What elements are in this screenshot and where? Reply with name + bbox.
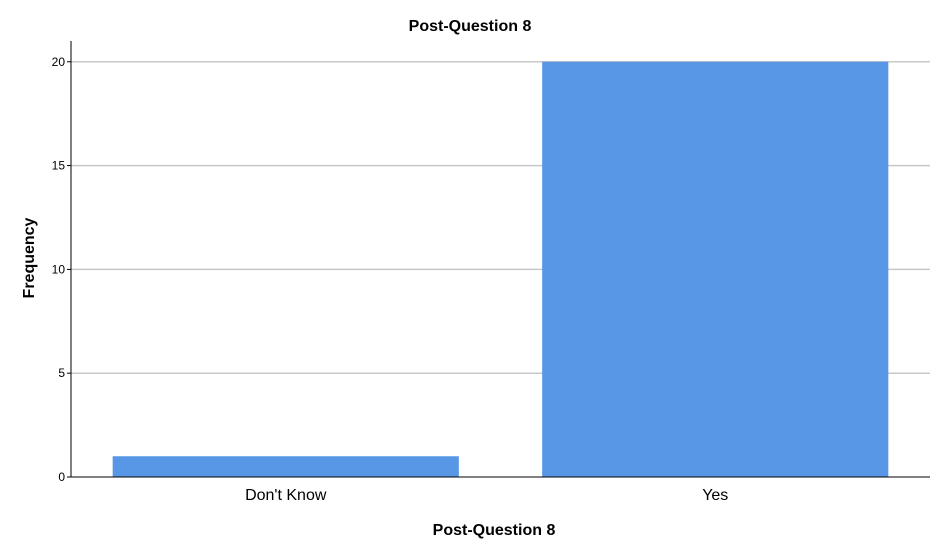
y-tick-label: 15 bbox=[52, 159, 66, 173]
x-tick-label: Don't Know bbox=[245, 487, 327, 504]
y-axis-title: Frequency bbox=[21, 217, 38, 298]
x-axis-ticks: Don't Know Yes bbox=[245, 487, 728, 504]
bar bbox=[542, 61, 889, 478]
y-tick-label: 5 bbox=[58, 366, 65, 380]
bar bbox=[112, 456, 459, 477]
x-axis-title: Post-Question 8 bbox=[433, 522, 556, 539]
bars bbox=[112, 61, 889, 478]
y-tick-label: 0 bbox=[58, 470, 65, 484]
chart-title: Post-Question 8 bbox=[409, 18, 532, 35]
y-tick-label: 20 bbox=[52, 55, 66, 69]
y-axis-ticks: 0 5 10 15 20 bbox=[52, 55, 71, 484]
x-tick-label: Yes bbox=[702, 487, 728, 504]
y-tick-label: 10 bbox=[52, 262, 66, 276]
